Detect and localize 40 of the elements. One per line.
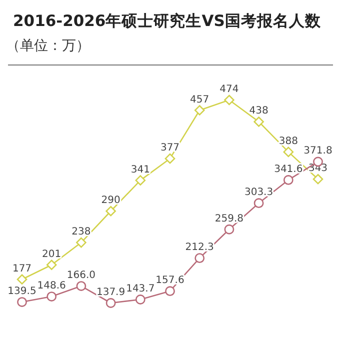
data-label: 148.6 bbox=[37, 280, 66, 292]
data-label: 474 bbox=[220, 84, 239, 95]
data-label: 438 bbox=[249, 106, 268, 117]
point bbox=[106, 206, 116, 216]
data-label: 341.6 bbox=[274, 164, 303, 175]
data-label: 201 bbox=[42, 248, 62, 260]
point bbox=[194, 253, 205, 264]
point bbox=[76, 237, 86, 248]
point bbox=[106, 298, 116, 308]
data-label: 371.8 bbox=[304, 146, 332, 157]
point bbox=[283, 146, 294, 158]
data-label: 139.5 bbox=[8, 286, 36, 298]
point bbox=[224, 224, 234, 234]
data-label: 290 bbox=[101, 195, 120, 206]
point bbox=[165, 286, 175, 296]
point bbox=[194, 105, 205, 116]
point bbox=[46, 292, 57, 302]
data-label: 137.9 bbox=[96, 287, 126, 298]
data-label: 303.3 bbox=[244, 187, 274, 198]
point bbox=[46, 260, 57, 270]
data-label: 177 bbox=[12, 263, 32, 274]
point bbox=[254, 116, 264, 127]
data-label: 457 bbox=[190, 94, 210, 106]
point bbox=[16, 274, 28, 285]
point bbox=[224, 94, 234, 106]
point bbox=[76, 281, 86, 291]
chart-subtitle: （单位：万） bbox=[6, 38, 90, 54]
data-label: 238 bbox=[72, 226, 91, 238]
point bbox=[135, 175, 146, 186]
data-label: 143.7 bbox=[126, 283, 155, 294]
data-label: 166.0 bbox=[66, 270, 96, 282]
point bbox=[312, 174, 324, 184]
point bbox=[164, 153, 176, 164]
point bbox=[254, 198, 264, 208]
chart-title: 2016-2026年硕士研究生VS国考报名人数 bbox=[13, 12, 322, 30]
point bbox=[135, 294, 146, 304]
point bbox=[283, 175, 294, 185]
data-label: 341 bbox=[130, 164, 150, 176]
point bbox=[17, 297, 27, 307]
data-label: 388 bbox=[278, 136, 298, 147]
